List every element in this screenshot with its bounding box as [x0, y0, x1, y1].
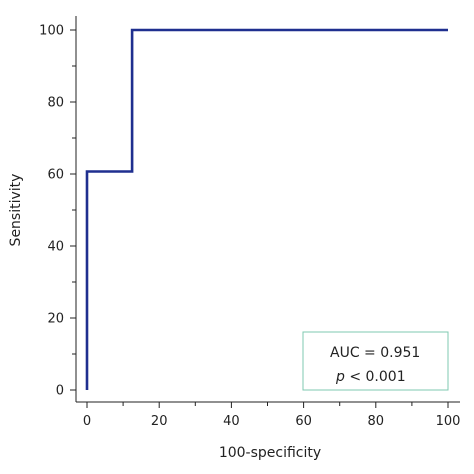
y-tick-label: 100 — [39, 24, 64, 39]
x-axis-label: 100-specificity — [219, 445, 321, 461]
roc-curve-line — [85, 28, 448, 390]
auc-annotation-box — [302, 331, 449, 391]
y-axis-ticks: 0 20 40 60 80 100 — [39, 24, 76, 399]
y-tick-label: 60 — [47, 168, 64, 183]
y-tick-label: 20 — [47, 312, 64, 327]
x-tick-label: 0 — [83, 414, 91, 429]
y-tick-label: 40 — [47, 240, 64, 255]
y-tick-label: 80 — [47, 96, 64, 111]
p-symbol: p — [335, 369, 345, 385]
x-tick-label: 40 — [223, 414, 240, 429]
y-axis-label: Sensitivity — [8, 174, 24, 247]
x-tick-label: 20 — [151, 414, 168, 429]
x-tick-label: 60 — [295, 414, 312, 429]
x-axis-ticks: 0 20 40 60 80 100 — [83, 402, 461, 429]
x-axis: 0 20 40 60 80 100 — [76, 401, 461, 429]
x-tick-label: 100 — [436, 414, 461, 429]
y-tick-label: 0 — [56, 384, 64, 399]
auc-value-text: AUC = 0.951 — [330, 345, 420, 361]
y-axis: 0 20 40 60 80 100 — [39, 16, 77, 402]
auc-annotation: AUC = 0.951 p < 0.001 — [302, 331, 449, 391]
x-tick-label: 80 — [368, 414, 385, 429]
p-value: < 0.001 — [345, 369, 406, 385]
p-value-text: p < 0.001 — [335, 369, 406, 385]
